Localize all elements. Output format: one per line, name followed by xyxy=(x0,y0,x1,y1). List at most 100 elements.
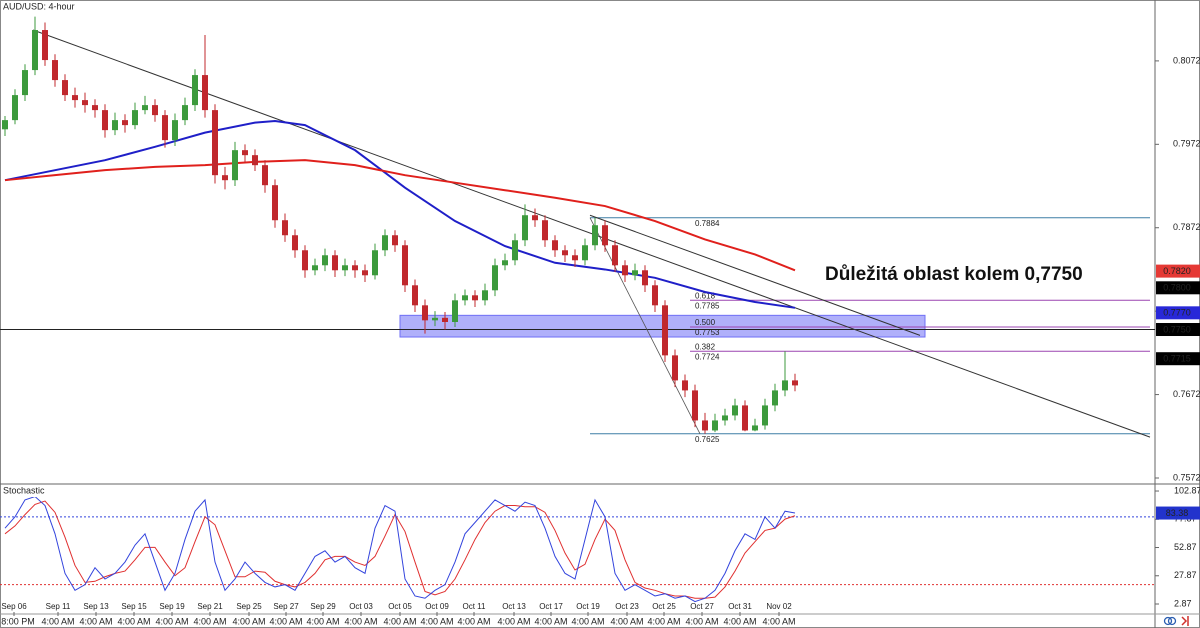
fib-price: 0.7884 xyxy=(695,219,720,228)
candle-body xyxy=(162,115,168,141)
candle-body xyxy=(782,380,788,391)
candle-body xyxy=(402,245,408,286)
candle-body xyxy=(452,300,458,322)
icon xyxy=(1181,616,1189,626)
y-tick-label: 0.8072 xyxy=(1173,55,1200,65)
candle-body xyxy=(92,105,98,111)
candle-body xyxy=(622,265,628,276)
title-bg xyxy=(1,1,97,13)
candle-body xyxy=(592,225,598,246)
x-tick-label: Sep 29 xyxy=(310,602,336,611)
candle-body xyxy=(752,425,758,431)
fib-price: 0.7625 xyxy=(695,435,720,444)
x-tick-label: Sep 19 xyxy=(159,602,185,611)
stoch-current-label: 83.38 xyxy=(1166,508,1189,518)
time-label: 4:00 AM xyxy=(647,616,680,626)
price-label: 0.7750 xyxy=(1163,324,1191,334)
fib-price: 0.7785 xyxy=(695,301,720,310)
x-tick-label: Oct 13 xyxy=(502,602,526,611)
time-label: 4:00 AM xyxy=(610,616,643,626)
candle-body xyxy=(312,265,318,271)
x-tick-label: Oct 25 xyxy=(652,602,676,611)
candle-body xyxy=(232,150,238,181)
time-label: 4:00 AM xyxy=(232,616,265,626)
fib-price: 0.7724 xyxy=(695,352,720,361)
candle-body xyxy=(432,317,438,321)
candle-body xyxy=(542,220,548,241)
candle-body xyxy=(672,355,678,381)
candle-body xyxy=(702,420,708,431)
axes: 0.80720.79720.78720.77720.76720.75720.78… xyxy=(1,55,1200,626)
candle-body xyxy=(222,175,228,181)
candle-body xyxy=(412,285,418,306)
candle-body xyxy=(612,245,618,266)
chart-title: AUD/USD: 4-hour xyxy=(3,1,75,11)
time-label: 4:00 AM xyxy=(41,616,74,626)
time-label: 4:00 AM xyxy=(269,616,302,626)
trend-line xyxy=(32,29,1151,438)
fib-line xyxy=(589,217,701,434)
x-tick-label: Sep 21 xyxy=(197,602,223,611)
candle-body xyxy=(252,155,258,166)
candle-body xyxy=(522,215,528,241)
candle-body xyxy=(342,265,348,271)
candle-body xyxy=(682,380,688,391)
stoch-y-tick-label: 2.87 xyxy=(1174,598,1192,608)
toolbar-icons xyxy=(1163,616,1189,626)
time-label: 4:00 AM xyxy=(723,616,756,626)
time-label: 4:00 AM xyxy=(685,616,718,626)
candle-body xyxy=(322,255,328,266)
fib-price: 0.7753 xyxy=(695,328,720,337)
candle-body xyxy=(422,305,428,321)
x-tick-label: Oct 27 xyxy=(690,602,714,611)
candle-body xyxy=(382,235,388,251)
time-label: 4:00 AM xyxy=(155,616,188,626)
candle-body xyxy=(442,317,448,322)
time-label: 4:00 AM xyxy=(117,616,150,626)
candle-body xyxy=(472,295,478,301)
candle-body xyxy=(272,185,278,221)
trend-line xyxy=(589,214,921,336)
icon xyxy=(1163,616,1173,626)
x-tick-label: Sep 13 xyxy=(83,602,109,611)
candle-body xyxy=(392,235,398,246)
candle-body xyxy=(172,120,178,141)
candle-body xyxy=(692,390,698,421)
candle-body xyxy=(462,295,468,301)
x-tick-label: Oct 31 xyxy=(728,602,752,611)
x-tick-label: Sep 11 xyxy=(46,602,71,611)
candle-body xyxy=(582,245,588,261)
candle-body xyxy=(352,265,358,271)
candle-body xyxy=(482,290,488,301)
fib-ratio: 0.382 xyxy=(695,342,716,351)
candle-body xyxy=(642,270,648,286)
x-tick-label: Sep 25 xyxy=(236,602,262,611)
time-label: 4:00 AM xyxy=(383,616,416,626)
candle-body xyxy=(332,255,338,271)
candle-body xyxy=(32,30,38,71)
candle-body xyxy=(152,105,158,116)
candle-body xyxy=(302,250,308,271)
candle-body xyxy=(202,75,208,111)
candle-body xyxy=(62,80,68,96)
candle-body xyxy=(772,390,778,406)
price-label-box xyxy=(1156,264,1200,278)
candle-body xyxy=(742,405,748,431)
candle-body xyxy=(712,420,718,431)
candle-body xyxy=(532,215,538,221)
stoch-y-tick-label: 27.87 xyxy=(1174,570,1197,580)
x-tick-label: Oct 23 xyxy=(615,602,639,611)
time-label: 4:00 AM xyxy=(79,616,112,626)
candle-body xyxy=(132,110,138,126)
moving-average xyxy=(4,119,796,309)
candle-body xyxy=(12,95,18,121)
x-tick-label: Oct 11 xyxy=(463,602,487,611)
time-label: 4:00 AM xyxy=(571,616,604,626)
price-label: 0.7770 xyxy=(1163,308,1191,318)
candle-body xyxy=(602,225,608,246)
candle-body xyxy=(102,110,108,131)
y-tick-label: 0.7572 xyxy=(1173,472,1200,482)
